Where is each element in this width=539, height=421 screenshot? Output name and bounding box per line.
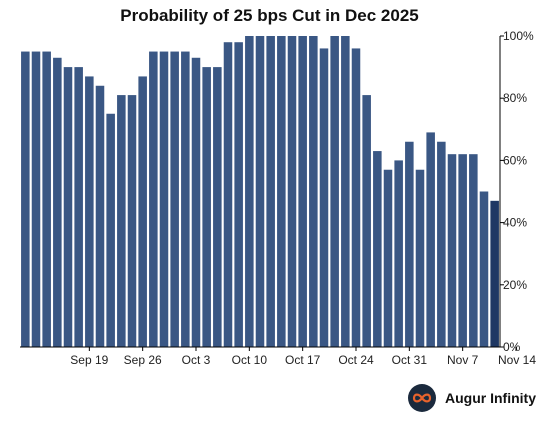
bar: [106, 113, 115, 347]
bars-group: [21, 36, 499, 348]
bar: [74, 67, 83, 347]
x-tick-label: Oct 31: [392, 353, 428, 367]
bar: [437, 141, 446, 347]
bar: [490, 200, 499, 347]
bar: [373, 151, 382, 347]
bar: [362, 95, 371, 347]
bar: [394, 160, 403, 347]
bar: [458, 154, 467, 347]
bar: [191, 57, 201, 348]
x-tick-label: Oct 3: [182, 353, 211, 367]
bar: [266, 36, 275, 347]
x-tick-label: Sep 19: [70, 353, 108, 367]
y-tick-label: 20%: [503, 278, 527, 292]
x-tick-label: Nov 14: [498, 353, 536, 367]
bar: [309, 36, 318, 347]
y-tick-labels: 0% 20% 40% 60% 80% 100%: [500, 29, 534, 354]
bar: [298, 36, 307, 347]
x-tick-label: Nov 7: [447, 353, 479, 367]
bar: [341, 36, 350, 347]
bar: [405, 141, 414, 347]
y-tick-label: 100%: [503, 29, 534, 43]
bar: [234, 42, 243, 347]
brand-watermark: Augur Infinity: [408, 383, 536, 413]
bar: [85, 76, 94, 348]
bar: [117, 95, 126, 347]
bar: [447, 154, 457, 347]
bar: [31, 51, 41, 348]
y-tick-label: 80%: [503, 91, 527, 105]
bar: [223, 42, 233, 347]
bar: [469, 154, 478, 347]
bar: [149, 51, 158, 348]
bar: [202, 67, 211, 347]
bar: [95, 85, 105, 347]
bar: [351, 48, 361, 347]
bar: [383, 169, 393, 347]
bar: [287, 36, 297, 347]
bar: [63, 67, 73, 347]
bar: [21, 51, 30, 348]
y-tick-label: 40%: [503, 216, 527, 230]
x-tick-label: Sep 26: [124, 353, 162, 367]
bar: [277, 36, 286, 347]
bar: [319, 48, 329, 347]
chart-title: Probability of 25 bps Cut in Dec 2025: [120, 6, 419, 25]
bar: [330, 36, 339, 347]
bar: [255, 36, 265, 347]
x-tick-label: Oct 24: [338, 353, 374, 367]
bar: [127, 95, 137, 347]
bar: [42, 51, 51, 348]
x-tick-labels: Sep 19 Sep 26 Oct 3 Oct 10 Oct 17 Oct 24 Oct 3…: [70, 347, 536, 367]
brand-name: Augur Infinity: [445, 390, 536, 406]
bar: [245, 36, 254, 347]
bar: [426, 132, 435, 347]
bar: [159, 51, 169, 348]
x-tick-label: Oct 17: [285, 353, 321, 367]
infinity-icon: [408, 384, 436, 412]
y-tick-label: 60%: [503, 153, 527, 167]
bar: [213, 67, 222, 347]
axes-group: [20, 36, 501, 348]
y-tick-label: 0%: [503, 340, 521, 354]
bar: [138, 76, 147, 348]
bar: [53, 57, 62, 348]
bar: [170, 51, 179, 348]
bar: [181, 51, 190, 348]
bar: [479, 191, 489, 347]
bar: [415, 169, 425, 347]
x-tick-label: Oct 10: [232, 353, 268, 367]
